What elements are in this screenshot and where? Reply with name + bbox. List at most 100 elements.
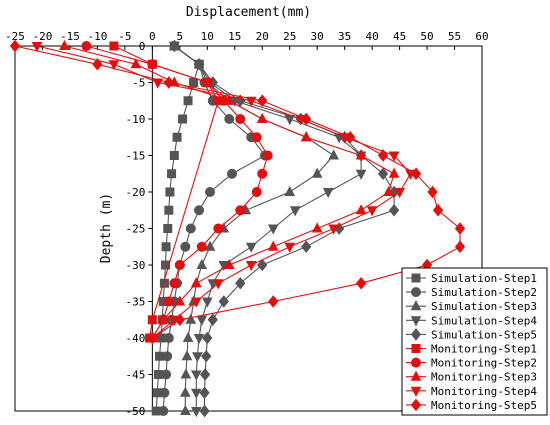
series-monitoring-step5 bbox=[9, 39, 466, 345]
y-tick-label: -45 bbox=[125, 369, 145, 382]
x-tick-label: -20 bbox=[33, 30, 53, 43]
data-point bbox=[190, 388, 202, 399]
y-tick-label: 0 bbox=[139, 40, 146, 53]
data-point bbox=[454, 222, 466, 235]
data-point bbox=[223, 94, 235, 105]
data-point bbox=[59, 39, 70, 50]
legend-label: Monitoring-Step5 bbox=[431, 399, 537, 412]
data-point bbox=[224, 114, 235, 124]
data-point bbox=[289, 206, 301, 217]
legend-marker bbox=[410, 398, 422, 412]
data-point bbox=[190, 370, 202, 381]
legend-label: Monitoring-Step3 bbox=[431, 371, 537, 384]
data-point bbox=[301, 240, 312, 254]
data-point bbox=[199, 386, 210, 400]
legend-label: Monitoring-Step2 bbox=[431, 357, 537, 370]
legend-marker bbox=[410, 300, 422, 311]
y-tick-label: -20 bbox=[125, 186, 145, 199]
legend-label: Monitoring-Step1 bbox=[431, 343, 537, 356]
data-point bbox=[366, 206, 378, 217]
data-point bbox=[179, 386, 191, 397]
x-tick-label: 25 bbox=[283, 30, 296, 43]
data-point bbox=[192, 352, 203, 363]
data-point bbox=[196, 258, 208, 269]
data-point bbox=[355, 169, 367, 180]
legend-item: Monitoring-Step1 bbox=[406, 343, 537, 356]
data-point bbox=[355, 149, 367, 160]
data-point bbox=[355, 204, 367, 215]
legend-marker bbox=[410, 386, 422, 397]
legend-marker bbox=[411, 357, 421, 368]
data-point bbox=[427, 185, 438, 199]
data-point bbox=[162, 351, 173, 362]
y-tick-label: -5 bbox=[132, 77, 145, 90]
data-point bbox=[235, 276, 246, 290]
y-tick-label: -40 bbox=[125, 332, 145, 345]
legend: Simulation-Step1Simulation-Step2Simulati… bbox=[401, 267, 548, 416]
data-point bbox=[201, 349, 212, 363]
data-point bbox=[81, 41, 92, 51]
data-point bbox=[174, 260, 185, 270]
data-point bbox=[268, 295, 279, 308]
data-point bbox=[169, 278, 180, 289]
plot-area bbox=[14, 45, 483, 412]
plot-frame bbox=[14, 45, 483, 412]
data-point bbox=[207, 313, 218, 327]
data-point bbox=[202, 77, 213, 88]
data-point bbox=[194, 205, 205, 216]
legend-label: Simulation-Step3 bbox=[431, 300, 537, 313]
legend-item: Simulation-Step3 bbox=[406, 300, 537, 313]
data-point bbox=[159, 387, 170, 398]
data-point bbox=[432, 203, 444, 217]
data-point bbox=[147, 331, 158, 345]
y-tick-label: -15 bbox=[125, 150, 145, 163]
data-point bbox=[212, 279, 224, 290]
data-point bbox=[181, 350, 193, 361]
data-point bbox=[410, 167, 422, 181]
data-point bbox=[251, 132, 262, 143]
data-point bbox=[190, 297, 202, 308]
data-point bbox=[185, 223, 196, 234]
data-point bbox=[199, 368, 211, 381]
legend-item: Monitoring-Step3 bbox=[406, 370, 537, 384]
data-point bbox=[257, 168, 268, 179]
data-point bbox=[235, 114, 246, 124]
x-axis-title: Displacement(mm) bbox=[186, 5, 311, 20]
legend-label: Simulation-Step4 bbox=[431, 314, 537, 327]
data-point bbox=[328, 224, 339, 235]
x-tick-label: 15 bbox=[228, 30, 241, 43]
legend-item: Simulation-Step5 bbox=[406, 328, 537, 341]
series-monitoring-step3 bbox=[59, 39, 400, 342]
data-point bbox=[161, 260, 171, 270]
x-tick-label: 30 bbox=[311, 30, 324, 43]
legend-marker bbox=[411, 273, 421, 283]
data-point bbox=[388, 151, 400, 162]
data-point bbox=[388, 167, 400, 178]
data-point bbox=[161, 369, 172, 380]
series-simulation-step5 bbox=[169, 39, 400, 418]
data-point bbox=[169, 151, 179, 160]
data-point bbox=[300, 131, 312, 142]
legend-marker bbox=[411, 287, 421, 298]
data-point bbox=[383, 185, 394, 196]
data-point bbox=[163, 224, 173, 233]
x-tick-label: 0 bbox=[149, 30, 156, 43]
legend-item: Monitoring-Step4 bbox=[406, 385, 537, 398]
series-line bbox=[86, 45, 269, 339]
series-layer bbox=[9, 39, 466, 418]
x-tick-label: -25 bbox=[5, 30, 25, 43]
data-point bbox=[213, 223, 224, 234]
data-point bbox=[251, 187, 262, 197]
data-point bbox=[167, 169, 177, 179]
data-point bbox=[267, 240, 279, 251]
data-point bbox=[377, 149, 389, 162]
data-point bbox=[267, 224, 279, 235]
data-point bbox=[193, 334, 205, 345]
y-tick-label: -50 bbox=[125, 405, 145, 418]
data-point bbox=[199, 404, 210, 418]
data-point bbox=[172, 132, 182, 142]
x-tick-label: 35 bbox=[338, 30, 351, 43]
data-point bbox=[158, 313, 169, 324]
data-point bbox=[394, 188, 405, 199]
